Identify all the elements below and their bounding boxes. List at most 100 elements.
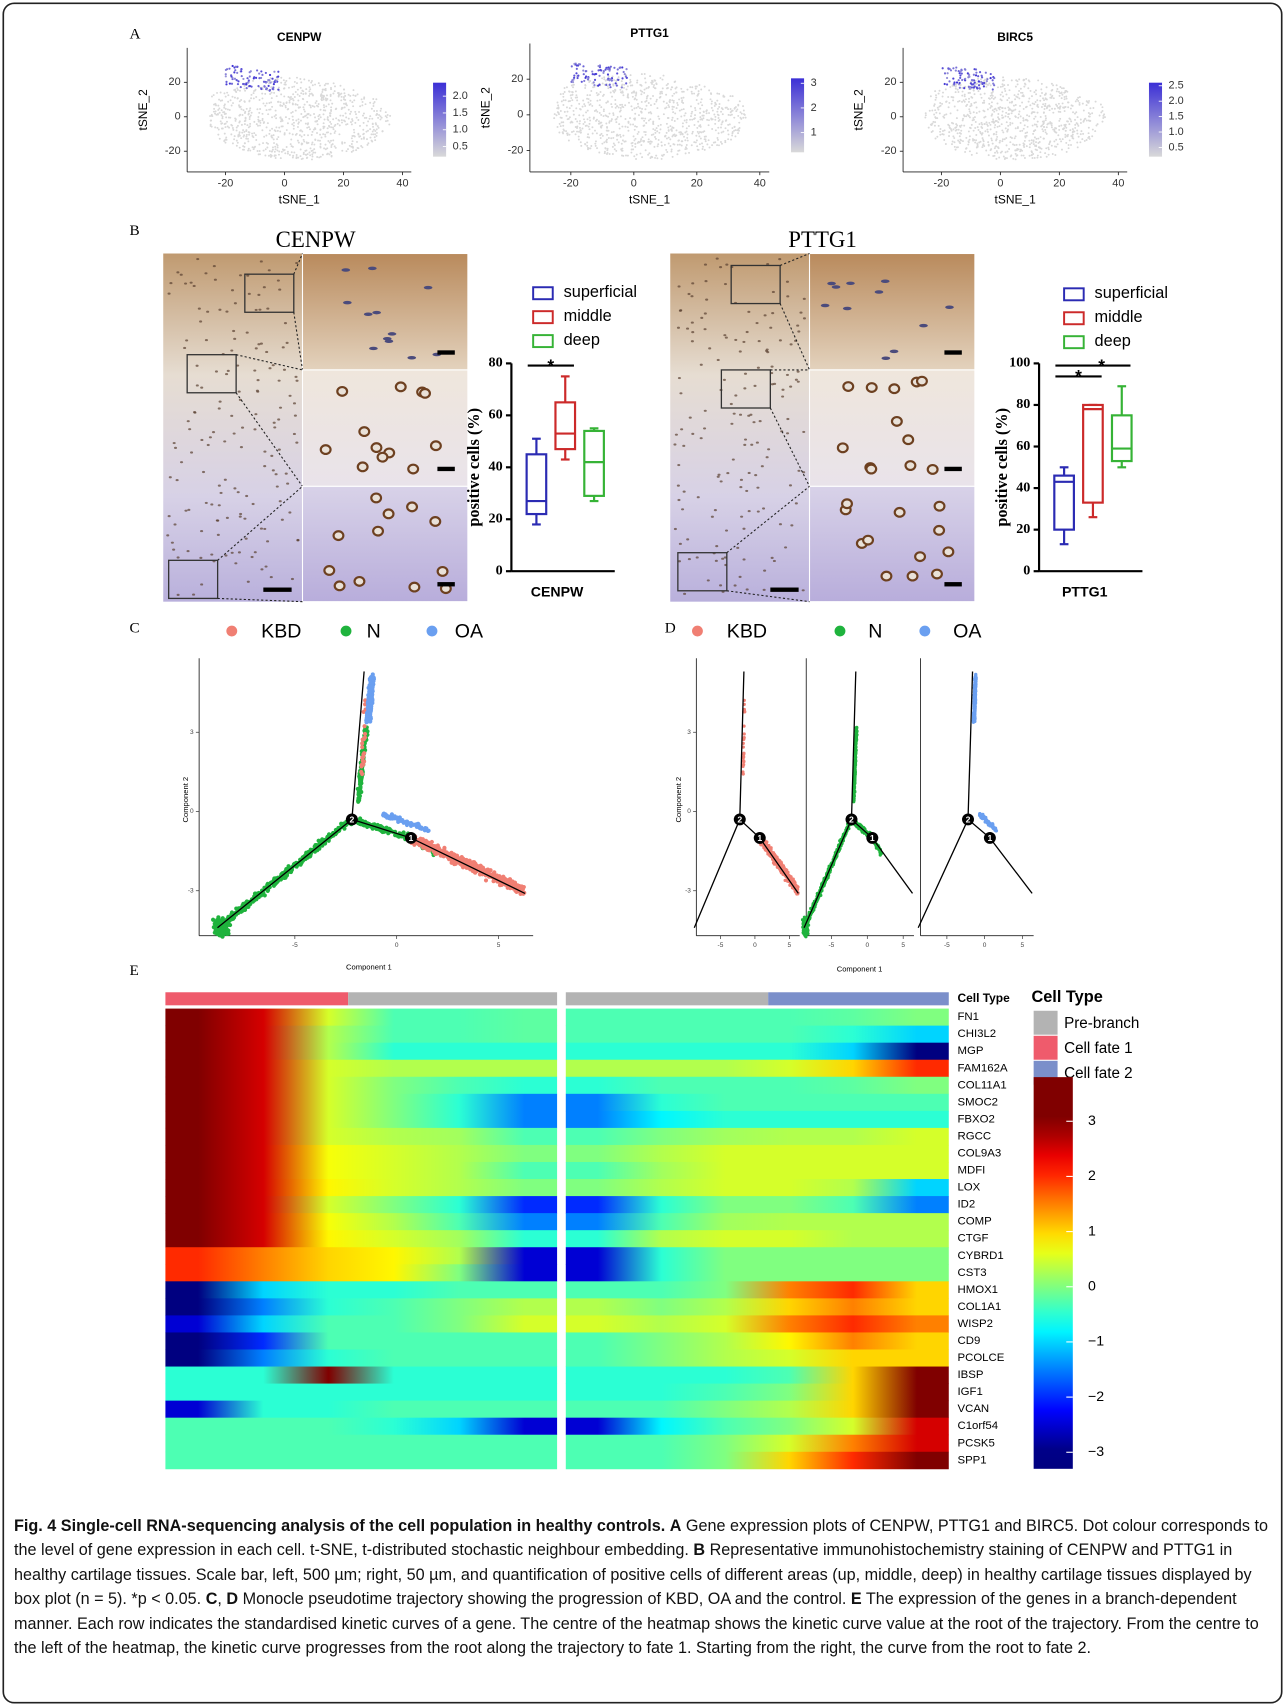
cell-dot [371,140,373,142]
cell-dot [588,147,590,149]
ihc-cell [193,411,196,413]
cell-dot [301,90,303,92]
cell-dot [297,126,299,128]
cell-dot [1056,105,1058,107]
cell-dot [266,142,268,144]
cell-dot [280,101,282,103]
cell-dot [1082,133,1084,135]
cell-dot [254,146,256,148]
panel-label: B [130,222,140,239]
cell-dot [990,105,992,107]
expressing-cell-dot [249,85,251,87]
expressing-cell-dot [571,65,573,67]
ihc-cell [734,394,737,396]
cell-dot [330,146,332,148]
cell-dot [292,157,294,159]
cell-dot [248,111,250,113]
ihc-zoom-cell [388,332,397,335]
cell-dot [989,124,991,126]
cell-dot [984,93,986,95]
cell-dot [698,84,700,86]
cell-dot [1088,100,1090,102]
cell-dot [683,97,685,99]
cell-dot [297,89,299,91]
ihc-cell [172,549,175,551]
cell-dot [611,96,613,98]
cell-dot [350,121,352,123]
cell-dot [1044,94,1046,96]
cell-dot [232,127,234,129]
cell-dot [981,124,983,126]
cell-dot [648,119,650,121]
y-axis-label: tSNE_2 [479,87,493,129]
ihc-cell [295,376,298,378]
cell-dot [331,103,333,105]
cell-dot [1019,144,1021,146]
cell-dot [608,122,610,124]
cell-dot [720,127,722,129]
cell-dot [632,96,634,98]
ihc-zoom-cell [889,384,899,393]
cell-dot [979,123,981,125]
cell-dot [250,97,252,99]
cell-dot [275,130,277,132]
expressing-cell-dot [225,81,227,83]
cell-dot [243,136,245,138]
cell-dot [610,103,612,105]
cell-dot [332,127,334,129]
cell-dot [1005,137,1007,139]
ihc-zoom-cell [372,443,382,452]
cell-dot [344,106,346,108]
cell-dot [1102,110,1104,112]
cell-dot [312,150,314,152]
y-tick-label: 20 [489,511,503,527]
cell-dot [562,104,564,106]
cell-dot [300,113,302,115]
cell-dot [596,132,598,134]
cell-dot [990,84,992,86]
cell-dot [556,107,558,109]
ihc-cell [686,327,689,329]
x-tick-label: 0 [631,178,637,190]
y-tick-label: 40 [489,459,503,475]
cell-dot [309,88,311,90]
cell-dot [673,93,675,95]
cell-dot [1045,131,1047,133]
cell-dot [402,830,406,834]
cell-dot [651,141,653,143]
cell-dot [935,97,937,99]
cell-dot [315,102,317,104]
cell-dot [1069,118,1071,120]
cell-dot [238,104,240,106]
cell-dot [1023,108,1025,110]
cell-dot [236,145,238,147]
cell-dot [1015,135,1017,137]
cell-dot [372,131,374,133]
ihc-cell [748,510,751,512]
cell-dot [637,133,639,135]
cell-dot [590,103,592,105]
cell-dot [273,134,275,136]
cell-dot [300,92,302,94]
ihc-cell [724,283,727,285]
cell-dot [978,141,980,143]
cell-dot [1025,78,1027,80]
cell-dot [320,143,322,145]
cell-dot [334,85,336,87]
ihc-cell [789,386,792,388]
cell-dot [1051,124,1053,126]
expressing-cell-dot [955,70,957,72]
cell-dot [247,150,249,152]
cell-dot [700,101,702,103]
y-tick-label: 0 [890,111,896,123]
cell-dot [307,153,309,155]
cell-dot [305,123,307,125]
scale-bar [437,350,454,354]
cell-dot [973,102,975,104]
colorbar [1149,83,1162,157]
cell-dot [661,92,663,94]
cell-dot [655,155,657,157]
cell-dot [308,95,310,97]
expressing-cell-dot [233,71,235,73]
cell-dot [691,86,693,88]
